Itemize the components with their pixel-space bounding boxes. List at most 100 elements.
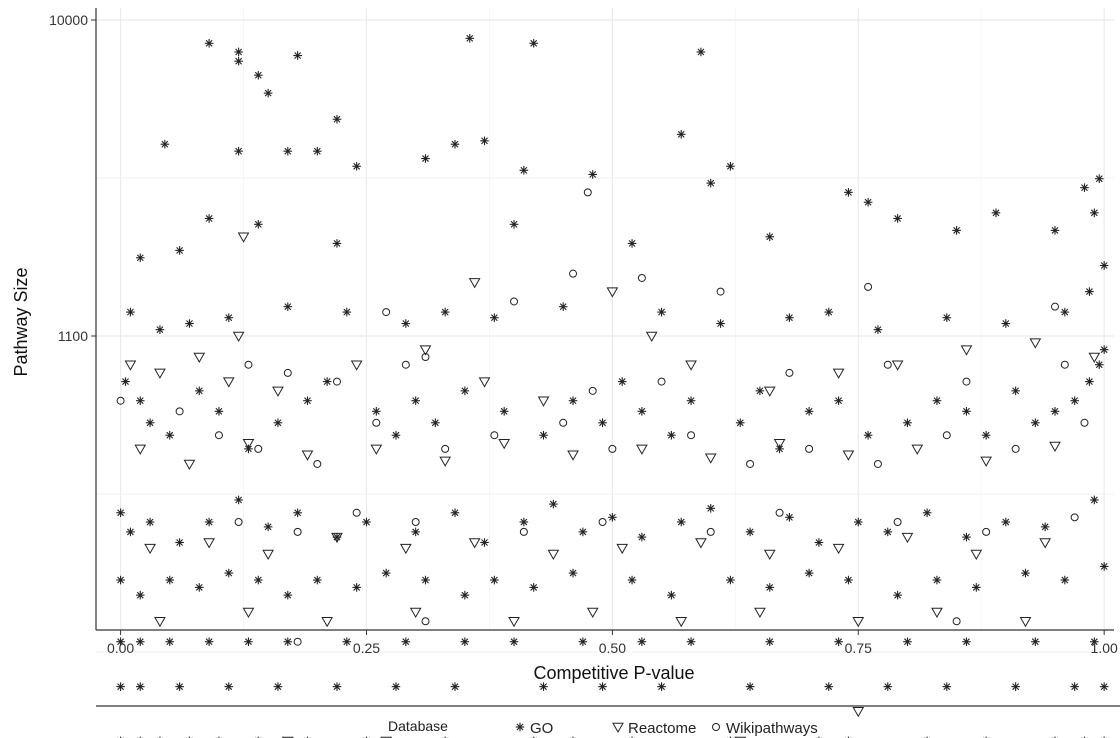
- data-point-wikipathways: [244, 360, 253, 369]
- data-point-go: [1060, 575, 1070, 585]
- data-point-reactome: [754, 607, 766, 619]
- data-point-go: [883, 682, 893, 691]
- legend-label: Reactome: [628, 720, 696, 737]
- data-point-go: [411, 527, 420, 537]
- data-point-wikipathways: [234, 518, 243, 527]
- data-point-go: [1070, 682, 1079, 691]
- data-point-go: [539, 682, 548, 691]
- data-point-go: [263, 88, 273, 98]
- data-point-go: [509, 220, 519, 229]
- data-point-go: [283, 146, 293, 156]
- data-point-go: [1021, 568, 1030, 578]
- data-point-wikipathways: [883, 360, 892, 369]
- data-point-go: [116, 637, 125, 647]
- data-point-go: [322, 377, 332, 386]
- data-point-go: [657, 682, 666, 691]
- data-point-go: [1011, 682, 1020, 691]
- data-point-wikipathways: [293, 637, 302, 646]
- y-axis-ticks: 10000 1100: [49, 12, 96, 344]
- data-point-reactome: [547, 549, 560, 560]
- data-point-go: [126, 527, 135, 537]
- data-point-reactome: [901, 532, 914, 544]
- data-point-go: [509, 637, 519, 647]
- data-point-go: [121, 377, 130, 386]
- data-point-go: [135, 637, 145, 647]
- data-point-wikipathways: [116, 396, 125, 405]
- data-point-go: [529, 583, 538, 592]
- data-point-go: [1085, 287, 1094, 296]
- data-point-go: [765, 583, 775, 592]
- data-point-go: [942, 313, 952, 322]
- data-point-reactome: [695, 538, 707, 549]
- data-point-wikipathways: [283, 368, 292, 377]
- data-point-reactome: [567, 450, 579, 461]
- data-point-go: [283, 637, 293, 647]
- data-point-go: [234, 56, 243, 66]
- x-axis-title: Competitive P-value: [533, 663, 694, 683]
- data-point-reactome: [478, 377, 491, 388]
- data-point-go: [1011, 386, 1020, 396]
- data-point-reactome: [970, 549, 983, 560]
- data-point-go: [1090, 637, 1099, 647]
- data-point-go: [952, 226, 961, 235]
- data-point-go: [726, 575, 735, 585]
- data-point-reactome: [616, 543, 629, 555]
- data-point-go: [145, 517, 155, 527]
- data-point-go: [785, 313, 794, 322]
- data-point-go: [411, 396, 420, 406]
- data-point-go: [706, 178, 716, 188]
- data-point-go: [785, 513, 794, 522]
- data-point-reactome: [931, 607, 943, 619]
- data-point-wikipathways: [775, 508, 784, 517]
- data-point-go: [313, 575, 322, 585]
- data-point-go: [401, 319, 411, 328]
- data-point-reactome: [331, 532, 343, 544]
- data-point-go: [962, 637, 971, 647]
- data-point-reactome: [508, 616, 520, 628]
- x-tick-label: 0.50: [599, 640, 626, 656]
- data-point-reactome: [606, 287, 619, 298]
- data-point-go: [263, 522, 273, 532]
- data-point-go: [765, 637, 775, 647]
- data-point-wikipathways: [598, 518, 607, 527]
- data-point-wikipathways: [313, 459, 322, 468]
- data-point-wikipathways: [254, 444, 263, 453]
- data-point-go: [568, 568, 578, 578]
- data-point-go: [1085, 377, 1094, 386]
- data-point-go: [401, 637, 411, 647]
- data-point-wikipathways: [569, 269, 578, 278]
- data-point-go: [440, 307, 450, 317]
- data-point-go: [352, 583, 361, 592]
- data-point-go: [460, 386, 470, 396]
- data-point-go: [1031, 418, 1040, 428]
- data-point-go: [883, 527, 893, 537]
- data-point-reactome: [183, 459, 196, 470]
- data-point-go: [558, 302, 568, 311]
- data-point-go: [1031, 637, 1040, 647]
- data-point-go: [991, 208, 1001, 218]
- data-point-go: [313, 146, 322, 156]
- data-point-go: [372, 407, 381, 416]
- data-point-reactome: [911, 444, 924, 455]
- data-point-wikipathways: [805, 444, 814, 453]
- data-point-wikipathways: [1060, 360, 1069, 369]
- data-point-wikipathways: [1080, 418, 1089, 427]
- data-point-go: [1099, 345, 1109, 354]
- data-point-wikipathways: [588, 386, 597, 395]
- data-point-reactome: [832, 543, 845, 555]
- x-tick-label: 0.00: [107, 640, 134, 656]
- data-point-go: [293, 51, 302, 60]
- data-point-go: [362, 517, 371, 527]
- legend-item-wikipathways: Wikipathways: [712, 720, 818, 737]
- data-point-go: [1001, 319, 1011, 328]
- data-point-reactome: [1029, 338, 1042, 349]
- data-point-wikipathways: [1011, 444, 1020, 453]
- data-point-go: [893, 590, 902, 600]
- data-point-wikipathways: [214, 431, 223, 440]
- data-point-wikipathways: [657, 377, 666, 386]
- data-point-go: [676, 517, 686, 527]
- data-point-go: [332, 239, 342, 248]
- series-reactome: [124, 232, 1101, 738]
- data-point-go: [135, 396, 145, 406]
- data-point-reactome: [301, 450, 314, 461]
